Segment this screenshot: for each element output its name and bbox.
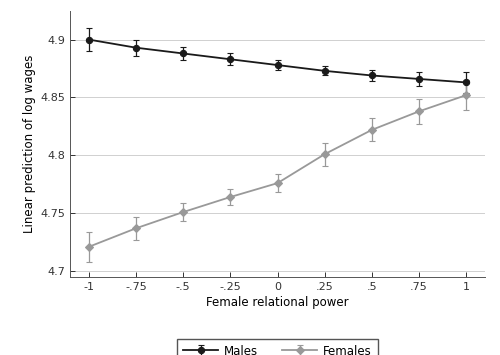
Y-axis label: Linear prediction of log wages: Linear prediction of log wages — [23, 55, 36, 233]
Legend: Males, Females: Males, Females — [177, 339, 378, 355]
X-axis label: Female relational power: Female relational power — [206, 296, 349, 309]
